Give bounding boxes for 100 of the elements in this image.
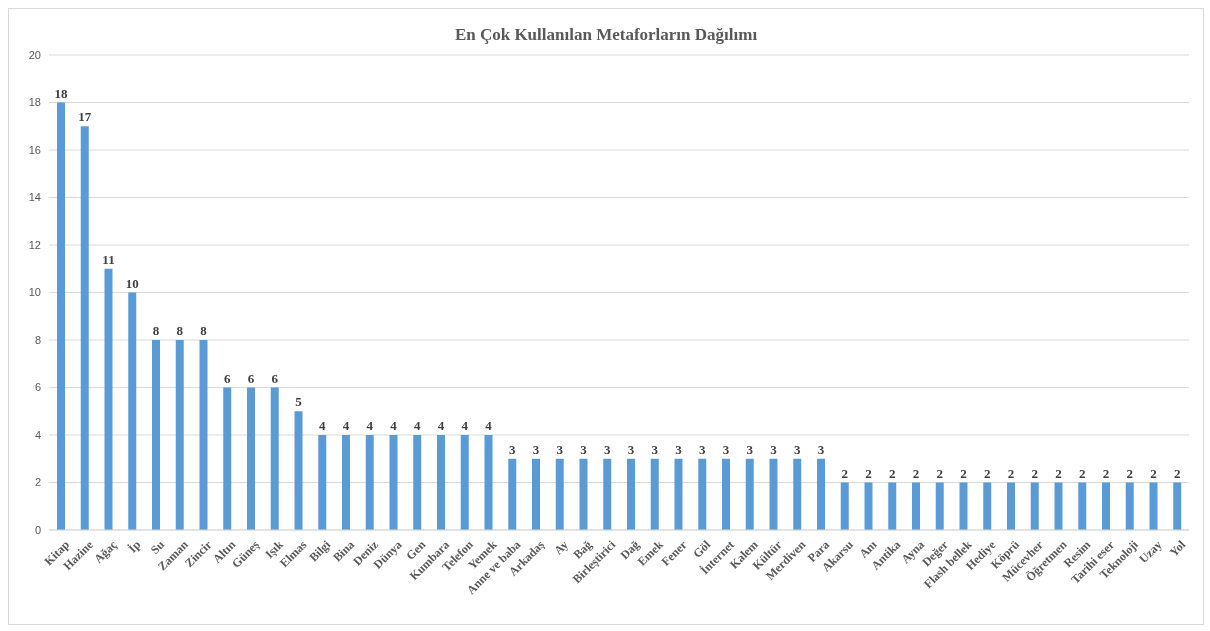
bar: [247, 387, 255, 530]
bar: [817, 458, 825, 530]
data-label: 3: [675, 441, 683, 457]
y-tick-label: 12: [28, 238, 41, 251]
bar: [342, 435, 350, 530]
data-label: 2: [1150, 465, 1157, 481]
data-label: 2: [1007, 465, 1015, 481]
bar: [128, 292, 137, 530]
bar: [389, 435, 398, 530]
data-label: 4: [319, 418, 326, 433]
data-label: 3: [532, 441, 540, 457]
bar: [555, 458, 564, 530]
data-label: 8: [200, 323, 208, 338]
data-label: 2: [1031, 465, 1038, 481]
data-label: 2: [1126, 465, 1133, 481]
bar: [722, 458, 730, 530]
bar: [698, 458, 707, 530]
bar: [175, 340, 184, 530]
data-label: 2: [889, 465, 896, 481]
data-label: 10: [125, 275, 139, 291]
bar: [935, 482, 944, 530]
data-label: 6: [247, 370, 255, 386]
y-tick-label: 16: [28, 143, 41, 156]
data-label: 8: [152, 323, 160, 338]
data-label: 5: [295, 394, 303, 410]
bar: [270, 387, 279, 530]
data-label: 4: [437, 418, 445, 433]
bar: [983, 482, 992, 530]
bar: [603, 458, 612, 530]
data-label: 6: [224, 370, 231, 386]
x-tick-label: Ay: [551, 537, 571, 558]
bar: [1054, 482, 1063, 530]
bar: [1149, 482, 1158, 530]
y-tick-label: 18: [28, 96, 41, 109]
data-label: 2: [841, 465, 848, 481]
bar: [437, 435, 445, 530]
data-label: 3: [794, 441, 801, 457]
data-label: 8: [176, 323, 184, 338]
bar: [1007, 482, 1015, 530]
data-label: 2: [1055, 465, 1062, 481]
chart-title: En Çok Kullanılan Metaforların Dağılımı: [453, 25, 759, 45]
bar: [674, 458, 683, 530]
data-label: 11: [102, 251, 115, 267]
bar: [840, 482, 849, 530]
bar: [484, 435, 493, 530]
data-label: 2: [1102, 465, 1110, 481]
data-label: 3: [509, 441, 516, 457]
bar: [579, 458, 588, 530]
y-tick-label: 0: [34, 523, 41, 536]
data-label: 6: [271, 370, 279, 386]
bar: [294, 411, 303, 530]
bar: [460, 435, 469, 530]
data-label: 2: [1079, 465, 1086, 481]
bar: [864, 482, 873, 530]
bar: [365, 435, 374, 530]
bar: [152, 340, 160, 530]
data-label: 17: [78, 109, 92, 125]
data-label: 3: [627, 441, 635, 457]
data-label: 2: [936, 465, 943, 481]
bar: [959, 482, 968, 530]
x-tick-label: İp: [125, 537, 144, 556]
data-label: 3: [604, 441, 611, 457]
bar: [223, 387, 232, 530]
data-label: 2: [960, 465, 967, 481]
y-tick-label: 10: [28, 286, 41, 299]
bar: [1173, 482, 1182, 530]
bar: [104, 268, 113, 530]
y-tick-label: 8: [34, 333, 41, 346]
y-tick-label: 20: [28, 48, 41, 61]
bar: [57, 102, 65, 530]
y-tick-label: 6: [34, 381, 41, 394]
data-label: 3: [699, 441, 706, 457]
bar: [1125, 482, 1134, 530]
bar: [912, 482, 920, 530]
bar: [650, 458, 659, 530]
x-tick-label: Yol: [1166, 537, 1189, 560]
data-label: 3: [556, 441, 564, 457]
bar: [1030, 482, 1039, 530]
data-label: 4: [414, 418, 421, 433]
bar: [627, 458, 635, 530]
y-tick-label: 4: [34, 428, 41, 441]
bar: [769, 458, 778, 530]
data-label: 2: [912, 465, 920, 481]
bar: [80, 126, 89, 530]
data-label: 4: [461, 418, 469, 433]
data-label: 3: [651, 441, 659, 457]
data-label: 3: [722, 441, 730, 457]
data-label: 4: [485, 418, 493, 433]
data-label: 18: [54, 85, 68, 101]
data-label: 2: [984, 465, 991, 481]
data-label: 3: [580, 441, 588, 457]
data-label: 4: [366, 418, 374, 433]
data-label: 2: [865, 465, 872, 481]
bar: [1102, 482, 1110, 530]
y-tick-label: 2: [34, 476, 41, 489]
data-label: 3: [817, 441, 825, 457]
bar: [1078, 482, 1087, 530]
bar: [888, 482, 897, 530]
data-label: 4: [342, 418, 350, 433]
data-label: 3: [746, 441, 754, 457]
